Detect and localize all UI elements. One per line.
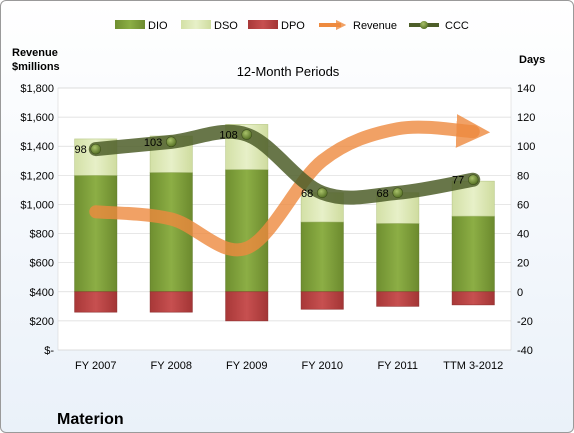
revenue-point [246, 247, 248, 249]
left-tick-label: $400 [30, 287, 54, 299]
bar-dpo [451, 291, 495, 306]
right-tick-label: 20 [517, 258, 529, 270]
right-tick-label: 0 [517, 287, 523, 299]
left-tick-label: $1,600 [20, 112, 54, 124]
revenue-point [95, 211, 97, 213]
ccc-data-label: 77 [452, 175, 464, 187]
legend-label-ccc: CCC [445, 20, 469, 32]
revenue-line [89, 114, 491, 257]
right-tick-label: 60 [517, 199, 529, 211]
x-tick-label: FY 2008 [151, 360, 192, 372]
left-tick-label: $1,000 [20, 199, 54, 211]
x-tick-label: FY 2010 [302, 360, 343, 372]
legend-swatch-dpo [248, 20, 278, 29]
revenue-point [472, 131, 474, 133]
ccc-data-label: 98 [75, 144, 87, 156]
left-tick-label: $1,200 [20, 170, 54, 182]
right-axis-title: Days [519, 54, 545, 66]
ccc-series: 98 103 108 68 68 77 [75, 124, 481, 205]
right-tick-label: 120 [517, 112, 535, 124]
bar-dpo [74, 291, 118, 313]
legend: DIO DSO DPO Revenue CCC [115, 19, 469, 32]
revenue-series [89, 114, 491, 257]
legend-label-dpo: DPO [281, 20, 305, 32]
left-tick-label: $200 [30, 316, 54, 328]
ccc-point [316, 187, 328, 199]
bar-dpo [149, 291, 193, 313]
legend-label-dso: DSO [214, 20, 238, 32]
left-axis-title-line2: $millions [12, 61, 60, 73]
left-axis: $- $200 $400 $600 $800 $1,000 $1,200 $1,400 $1,6… [20, 83, 511, 357]
ccc-point [165, 136, 177, 148]
right-tick-label: 100 [517, 141, 535, 153]
right-axis: -40 -20 0 20 40 60 80 100 120 140 [517, 83, 535, 357]
left-tick-label: $- [44, 345, 54, 357]
revenue-point [170, 218, 172, 220]
legend-swatch-ccc-dot [420, 21, 428, 29]
right-tick-label: 140 [517, 83, 535, 95]
x-tick-label: TTM 3-2012 [443, 360, 503, 372]
legend-swatch-dio [115, 20, 145, 29]
x-axis: FY 2007 FY 2008 FY 2009 FY 2010 FY 2011 TTM 3… [75, 360, 503, 372]
ccc-point [241, 129, 253, 140]
ccc-point [392, 187, 404, 199]
x-tick-label: FY 2007 [75, 360, 116, 372]
right-tick-label: 80 [517, 170, 529, 182]
left-tick-label: $800 [30, 229, 54, 241]
ccc-data-label: 68 [377, 188, 389, 200]
bar-dio [74, 175, 118, 293]
right-tick-label: -40 [517, 345, 533, 357]
legend-swatch-dso [181, 20, 211, 29]
x-tick-label: FY 2011 [377, 360, 418, 372]
bar-dpo [376, 291, 420, 307]
revenue-point [321, 160, 323, 162]
left-tick-label: $1,400 [20, 141, 54, 153]
right-tick-label: 40 [517, 229, 529, 241]
bar-dio [300, 221, 344, 293]
bar-dpo [225, 291, 269, 322]
bar-dio [376, 223, 420, 293]
revenue-point [397, 128, 399, 130]
bar-dpo [300, 291, 344, 310]
ccc-data-label: 103 [144, 137, 162, 149]
ccc-data-label: 108 [219, 130, 237, 142]
ccc-point [90, 143, 102, 155]
ccc-point [467, 174, 479, 185]
left-axis-title-line1: Revenue [12, 47, 58, 59]
company-name: Materion [57, 411, 124, 428]
bar-dio [451, 215, 495, 293]
right-tick-label: -20 [517, 316, 533, 328]
left-tick-label: $1,800 [20, 83, 54, 95]
legend-label-dio: DIO [148, 20, 168, 32]
legend-label-revenue: Revenue [353, 20, 397, 32]
ccc-data-label: 68 [301, 188, 313, 200]
chart-title: 12-Month Periods [237, 64, 340, 79]
x-tick-label: FY 2009 [226, 360, 267, 372]
left-tick-label: $600 [30, 258, 54, 270]
